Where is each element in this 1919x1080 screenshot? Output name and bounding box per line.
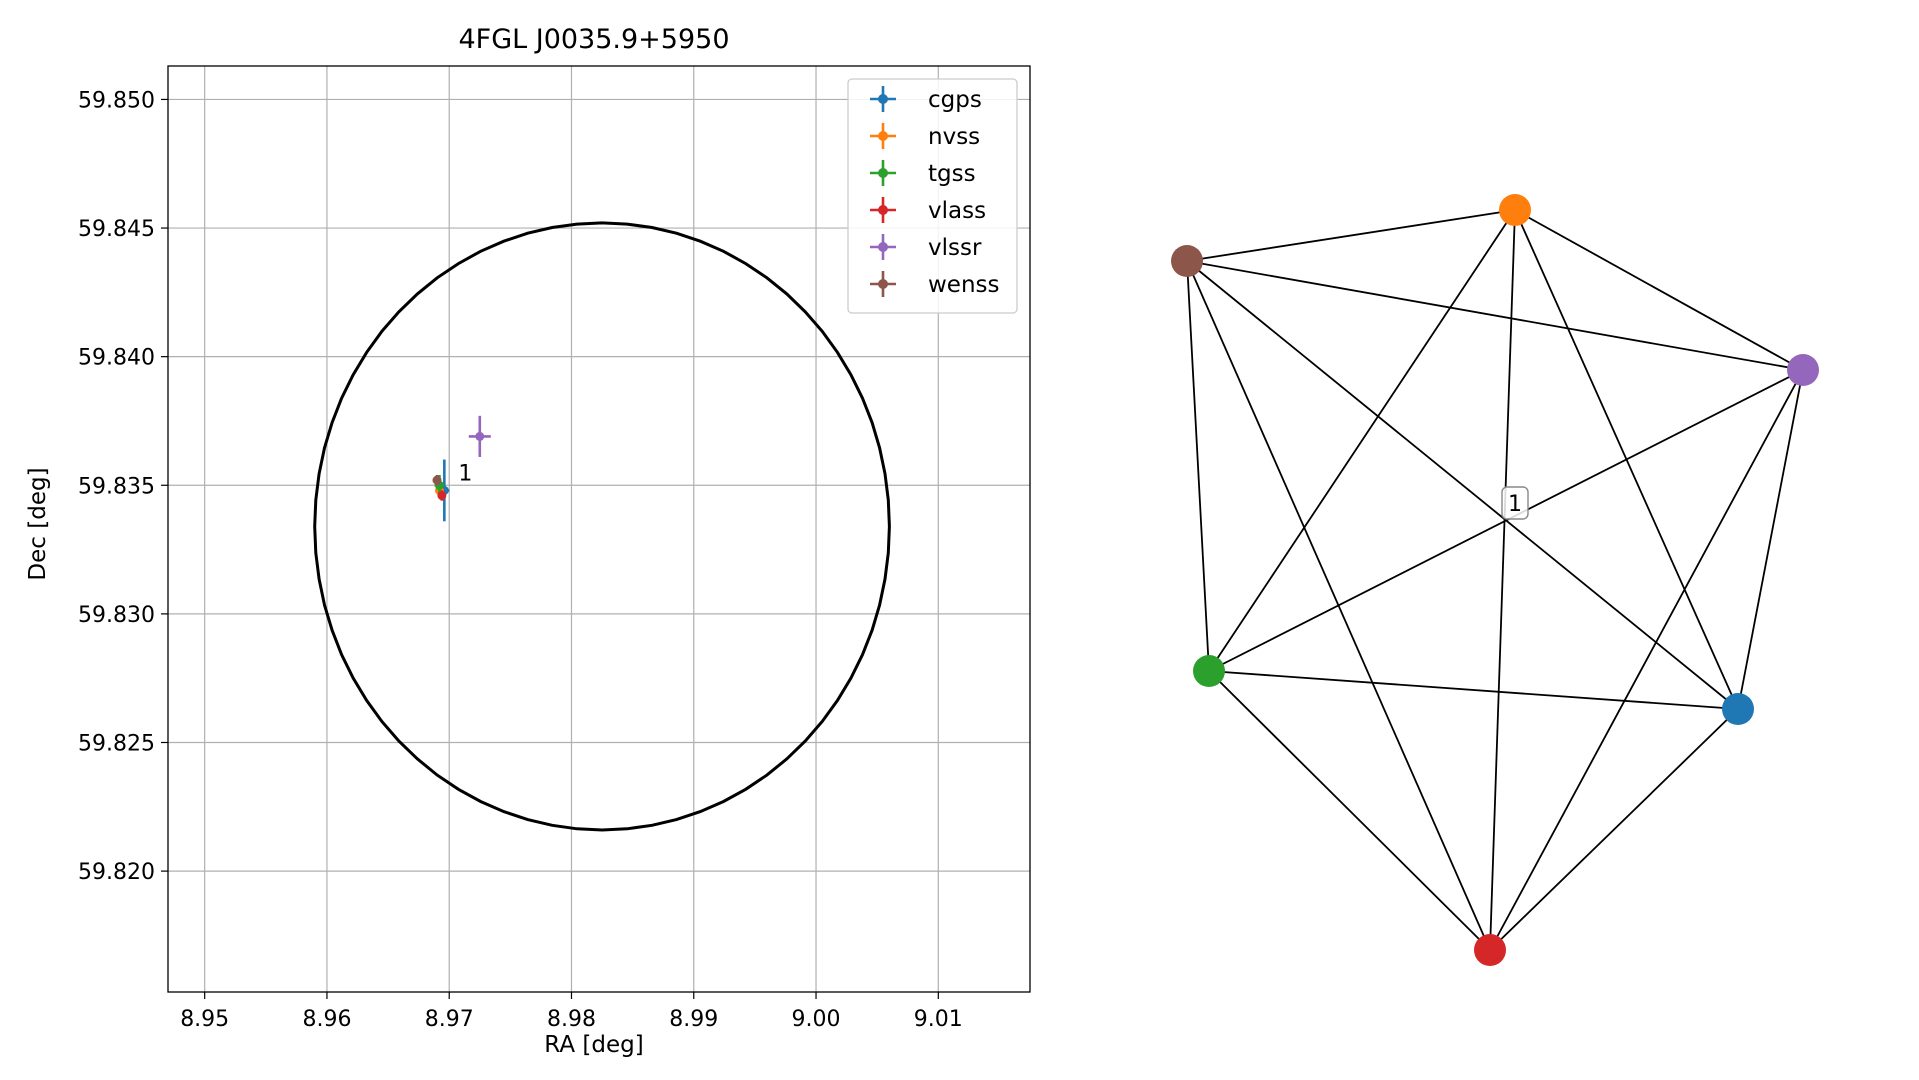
error-circle bbox=[313, 221, 891, 832]
legend-marker bbox=[878, 168, 888, 178]
node-tgss bbox=[1193, 655, 1225, 687]
y-axis-label: Dec [deg] bbox=[25, 467, 51, 580]
y-tick-label: 59.820 bbox=[78, 860, 155, 885]
legend-label: tgss bbox=[928, 161, 976, 187]
y-tick-label: 59.830 bbox=[78, 603, 155, 628]
legend-box bbox=[847, 78, 1018, 314]
edge-vlssr-wenss bbox=[1186, 260, 1804, 371]
x-tick-label: 8.95 bbox=[180, 1007, 229, 1032]
legend-label: cgps bbox=[928, 87, 982, 113]
legend-label: wenss bbox=[928, 272, 1000, 298]
legend-marker bbox=[878, 279, 888, 289]
legend-marker bbox=[878, 131, 888, 141]
plot-frame bbox=[167, 65, 1031, 993]
edge-cgps-vlass bbox=[1489, 708, 1739, 951]
vlssr-marker bbox=[475, 431, 485, 441]
edge-vlass-vlssr bbox=[1489, 369, 1804, 951]
legend-marker bbox=[878, 94, 888, 104]
legend-entry-cgps: cgps bbox=[870, 86, 982, 113]
network-panel: 1 bbox=[1171, 194, 1819, 966]
legend-entry-vlass: vlass bbox=[870, 197, 986, 224]
node-vlssr bbox=[1787, 354, 1819, 386]
point-wenss bbox=[432, 474, 442, 486]
cluster-label-text: 1 bbox=[1508, 492, 1522, 517]
x-tick-label: 8.97 bbox=[425, 1007, 474, 1032]
x-tick-label: 8.96 bbox=[302, 1007, 351, 1032]
point-vlssr bbox=[468, 415, 491, 457]
cluster-label: 1 bbox=[1501, 486, 1529, 520]
legend: cgps nvss tgss vlass vlssr wenss bbox=[847, 78, 1018, 314]
x-tick-label: 9.01 bbox=[914, 1007, 963, 1032]
node-wenss bbox=[1171, 245, 1203, 277]
x-axis-label: RA [deg] bbox=[544, 1032, 643, 1058]
legend-marker bbox=[878, 242, 888, 252]
x-tick-label: 9.00 bbox=[792, 1007, 841, 1032]
x-ticks: 8.95 8.96 8.97 8.98 8.99 9.00 9.01 bbox=[180, 992, 963, 1032]
node-cgps bbox=[1722, 693, 1754, 725]
y-tick-label: 59.835 bbox=[78, 474, 155, 499]
edge-nvss-wenss bbox=[1186, 209, 1516, 262]
edge-cgps-vlssr bbox=[1737, 369, 1804, 710]
network-edges bbox=[1186, 209, 1804, 951]
legend-entry-wenss: wenss bbox=[870, 271, 1000, 298]
point-annotation: 1 bbox=[458, 461, 472, 486]
y-tick-label: 59.840 bbox=[78, 346, 155, 371]
legend-entry-vlssr: vlssr bbox=[870, 234, 982, 261]
x-tick-label: 8.98 bbox=[547, 1007, 596, 1032]
error-circle-outline bbox=[313, 221, 891, 832]
edge-cgps-wenss bbox=[1186, 260, 1739, 710]
edge-vlass-wenss bbox=[1186, 260, 1491, 951]
legend-entry-nvss: nvss bbox=[870, 123, 980, 150]
network-nodes bbox=[1171, 194, 1819, 966]
edge-nvss-vlssr bbox=[1514, 209, 1804, 371]
annotations: 1 bbox=[458, 461, 472, 486]
scatter-panel: 8.95 8.96 8.97 8.98 8.99 9.00 9.01 59.82059.82… bbox=[25, 24, 1031, 1058]
legend-entry-tgss: tgss bbox=[870, 160, 976, 187]
data-points bbox=[432, 415, 491, 522]
edge-nvss-tgss bbox=[1208, 209, 1516, 672]
edge-tgss-wenss bbox=[1186, 260, 1210, 672]
vlass-marker bbox=[437, 491, 447, 501]
cluster-label-box bbox=[1501, 486, 1529, 520]
legend-label: vlssr bbox=[928, 235, 982, 261]
wenss-marker bbox=[432, 475, 442, 485]
legend-marker bbox=[878, 205, 888, 215]
x-tick-label: 8.99 bbox=[669, 1007, 718, 1032]
edge-tgss-vlssr bbox=[1208, 369, 1804, 672]
y-ticks: 59.820 59.825 59.830 59.835 59.840 59.845 59.8… bbox=[78, 88, 168, 885]
y-tick-label: 59.825 bbox=[78, 731, 155, 756]
edge-cgps-tgss bbox=[1208, 670, 1739, 710]
legend-label: vlass bbox=[928, 198, 986, 224]
legend-label: nvss bbox=[928, 124, 980, 150]
y-tick-label: 59.850 bbox=[78, 88, 155, 113]
point-vlass bbox=[437, 490, 447, 501]
edge-tgss-vlass bbox=[1208, 670, 1491, 951]
chart-title: 4FGL J0035.9+5950 bbox=[458, 24, 729, 55]
edge-nvss-vlass bbox=[1489, 209, 1516, 951]
y-tick-label: 59.845 bbox=[78, 217, 155, 242]
node-vlass bbox=[1474, 934, 1506, 966]
node-nvss bbox=[1499, 194, 1531, 226]
